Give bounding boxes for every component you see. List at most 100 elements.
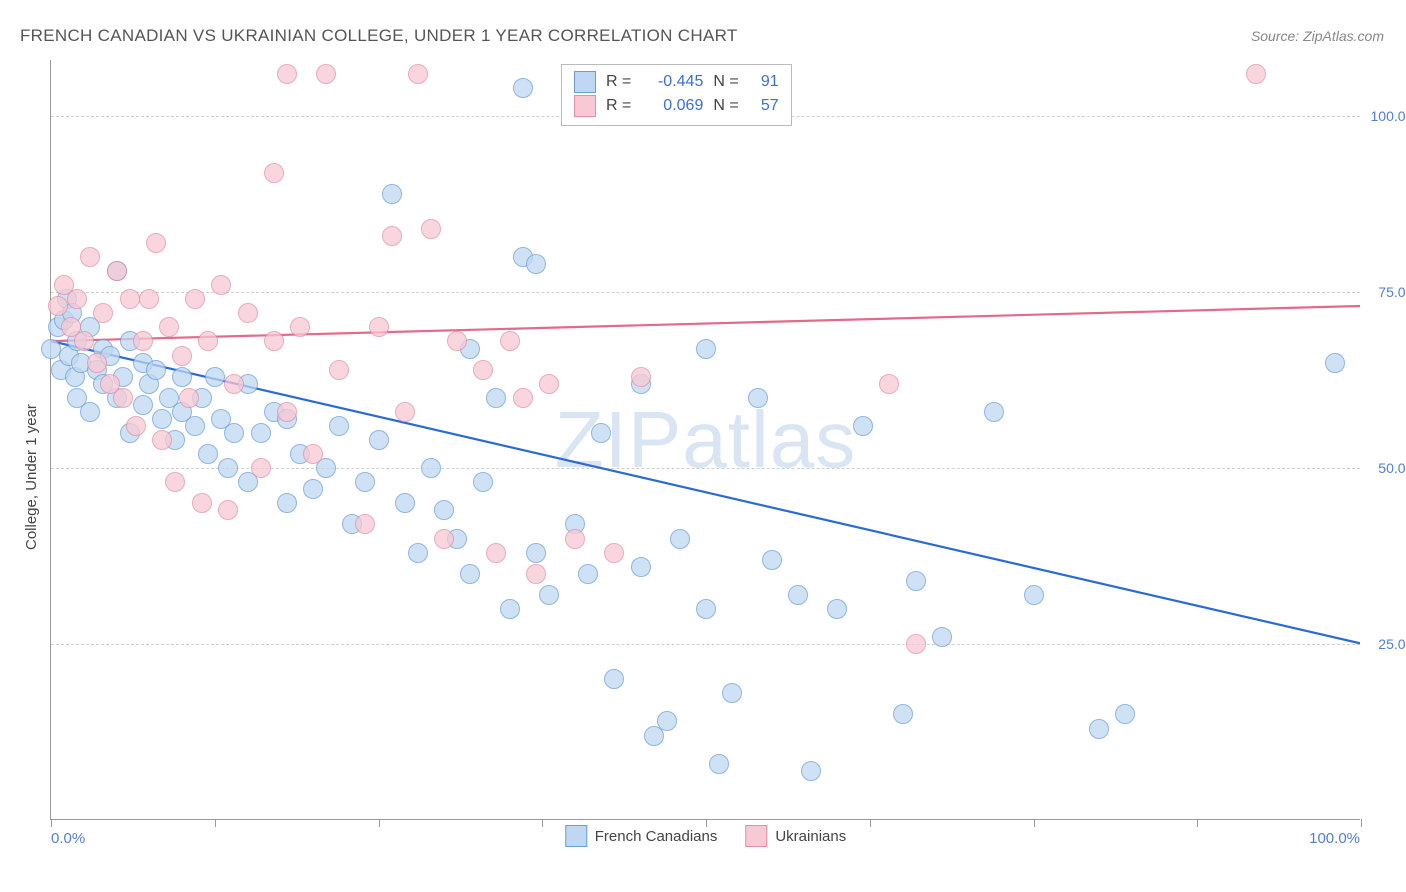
scatter-point — [152, 409, 172, 429]
scatter-point — [264, 163, 284, 183]
scatter-point — [159, 317, 179, 337]
scatter-point — [1246, 64, 1266, 84]
chart-title: FRENCH CANADIAN VS UKRAINIAN COLLEGE, UN… — [20, 26, 738, 46]
legend-label-2: Ukrainians — [775, 828, 846, 845]
scatter-point — [486, 388, 506, 408]
legend-swatch-2 — [745, 825, 767, 847]
scatter-point — [67, 289, 87, 309]
scatter-point — [329, 416, 349, 436]
scatter-point — [513, 78, 533, 98]
scatter-point — [172, 367, 192, 387]
scatter-point — [526, 254, 546, 274]
scatter-point — [578, 564, 598, 584]
swatch-series-2 — [574, 95, 596, 117]
scatter-point — [355, 472, 375, 492]
scatter-point — [395, 493, 415, 513]
y-axis-title: College, Under 1 year — [23, 404, 40, 550]
scatter-point — [277, 64, 297, 84]
n-value-1: 91 — [749, 73, 779, 91]
scatter-point — [1089, 719, 1109, 739]
scatter-point — [277, 493, 297, 513]
scatter-point — [408, 64, 428, 84]
scatter-point — [146, 360, 166, 380]
r-value-1: -0.445 — [641, 73, 703, 91]
scatter-point — [670, 529, 690, 549]
scatter-point — [80, 247, 100, 267]
scatter-point — [473, 360, 493, 380]
scatter-point — [604, 669, 624, 689]
scatter-point — [408, 543, 428, 563]
scatter-point — [539, 374, 559, 394]
scatter-point — [329, 360, 349, 380]
n-value-2: 57 — [749, 97, 779, 115]
scatter-point — [87, 353, 107, 373]
scatter-point — [264, 331, 284, 351]
scatter-point — [185, 289, 205, 309]
trend-lines — [51, 60, 1360, 819]
scatter-point — [696, 599, 716, 619]
scatter-point — [218, 500, 238, 520]
scatter-point — [41, 339, 61, 359]
scatter-point — [984, 402, 1004, 422]
r-value-2: 0.069 — [641, 97, 703, 115]
scatter-point — [500, 331, 520, 351]
scatter-point — [179, 388, 199, 408]
scatter-point — [382, 184, 402, 204]
scatter-point — [172, 346, 192, 366]
scatter-point — [434, 500, 454, 520]
scatter-point — [1325, 353, 1345, 373]
legend-item-2: Ukrainians — [745, 825, 846, 847]
legend-item-1: French Canadians — [565, 825, 718, 847]
scatter-point — [185, 416, 205, 436]
scatter-point — [421, 458, 441, 478]
scatter-point — [460, 564, 480, 584]
scatter-point — [906, 634, 926, 654]
swatch-series-1 — [574, 71, 596, 93]
scatter-point — [146, 233, 166, 253]
scatter-point — [290, 317, 310, 337]
scatter-point — [526, 564, 546, 584]
scatter-point — [198, 444, 218, 464]
scatter-point — [120, 289, 140, 309]
r-label: R = — [606, 73, 631, 91]
source-label: Source: ZipAtlas.com — [1251, 28, 1384, 44]
scatter-point — [604, 543, 624, 563]
scatter-point — [74, 331, 94, 351]
scatter-point — [1024, 585, 1044, 605]
plot-area: ZIPatlas College, Under 1 year 25.0%50.0… — [50, 60, 1360, 820]
scatter-point — [500, 599, 520, 619]
scatter-point — [303, 444, 323, 464]
scatter-point — [539, 585, 559, 605]
scatter-point — [316, 64, 336, 84]
scatter-point — [133, 331, 153, 351]
scatter-point — [513, 388, 533, 408]
scatter-point — [113, 388, 133, 408]
x-axis-min-label: 0.0% — [51, 830, 85, 847]
scatter-point — [277, 402, 297, 422]
scatter-point — [355, 514, 375, 534]
scatter-point — [657, 711, 677, 731]
scatter-point — [139, 289, 159, 309]
scatter-point — [218, 458, 238, 478]
scatter-point — [224, 423, 244, 443]
scatter-point — [421, 219, 441, 239]
scatter-point — [126, 416, 146, 436]
scatter-point — [165, 472, 185, 492]
scatter-point — [224, 374, 244, 394]
legend-label-1: French Canadians — [595, 828, 718, 845]
scatter-point — [853, 416, 873, 436]
scatter-point — [211, 275, 231, 295]
x-axis-max-label: 100.0% — [1309, 830, 1360, 847]
scatter-point — [906, 571, 926, 591]
scatter-point — [748, 388, 768, 408]
scatter-point — [801, 761, 821, 781]
stats-row-2: R = 0.069 N = 57 — [574, 95, 779, 117]
scatter-point — [369, 317, 389, 337]
legend-bottom: French Canadians Ukrainians — [565, 825, 846, 847]
scatter-point — [80, 402, 100, 422]
scatter-point — [486, 543, 506, 563]
scatter-point — [303, 479, 323, 499]
stats-legend-box: R = -0.445 N = 91 R = 0.069 N = 57 — [561, 64, 792, 126]
scatter-point — [827, 599, 847, 619]
scatter-point — [932, 627, 952, 647]
